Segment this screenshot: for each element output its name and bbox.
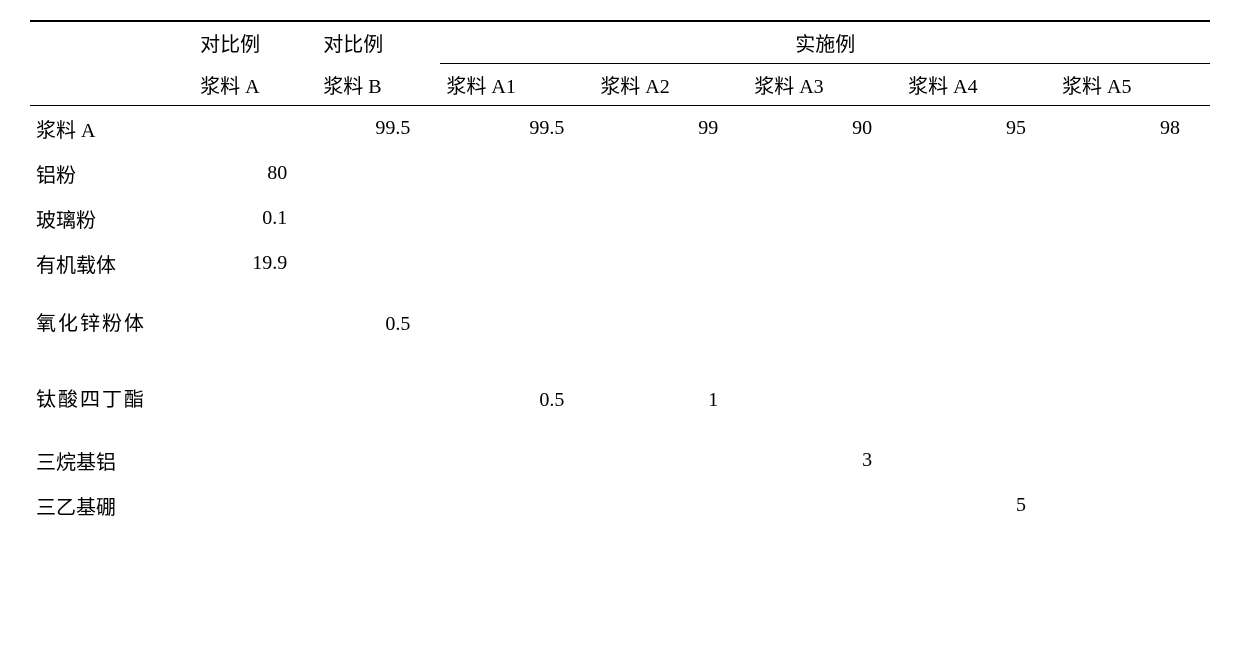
cell	[594, 438, 748, 483]
cell: 1	[594, 362, 748, 438]
cell	[594, 196, 748, 241]
header-compare-b-group: 对比例	[317, 21, 440, 64]
cell	[1056, 196, 1210, 241]
cell	[317, 362, 440, 438]
cell: 5	[902, 483, 1056, 528]
cell: 98	[1056, 106, 1210, 152]
cell	[440, 151, 594, 196]
header-compare-a: 浆料 A	[194, 64, 317, 106]
cell	[1056, 438, 1210, 483]
row-label: 浆料 A	[30, 106, 194, 152]
cell: 99	[594, 106, 748, 152]
cell	[317, 151, 440, 196]
header-a1: 浆料 A1	[440, 64, 594, 106]
cell	[317, 196, 440, 241]
cell	[317, 483, 440, 528]
cell: 80	[194, 151, 317, 196]
row-label: 三乙基硼	[30, 483, 194, 528]
cell	[194, 286, 317, 362]
header-a4: 浆料 A4	[902, 64, 1056, 106]
row-label: 铝粉	[30, 151, 194, 196]
cell	[1056, 241, 1210, 286]
header-example-group: 实施例	[440, 21, 1210, 64]
cell	[748, 362, 902, 438]
cell	[594, 151, 748, 196]
row-label: 有机载体	[30, 241, 194, 286]
header-compare-b: 浆料 B	[317, 64, 440, 106]
table-row: 铝粉 80	[30, 151, 1210, 196]
cell	[1056, 286, 1210, 362]
cell	[902, 196, 1056, 241]
header-row-2: 浆料 A 浆料 B 浆料 A1 浆料 A2 浆料 A3 浆料 A4 浆料 A5	[30, 64, 1210, 106]
row-label: 三烷基铝	[30, 438, 194, 483]
cell: 95	[902, 106, 1056, 152]
header-a3: 浆料 A3	[748, 64, 902, 106]
cell	[1056, 483, 1210, 528]
cell: 0.5	[317, 286, 440, 362]
cell: 0.1	[194, 196, 317, 241]
cell	[440, 196, 594, 241]
header-compare-a-group: 对比例	[194, 21, 317, 64]
table-row: 钛酸四丁酯 0.5 1	[30, 362, 1210, 438]
cell	[194, 438, 317, 483]
cell	[748, 241, 902, 286]
cell	[194, 106, 317, 152]
cell	[902, 286, 1056, 362]
cell	[748, 286, 902, 362]
row-label: 钛酸四丁酯	[30, 362, 194, 438]
cell	[194, 483, 317, 528]
cell	[594, 483, 748, 528]
cell	[317, 241, 440, 286]
cell	[440, 483, 594, 528]
table-row: 三乙基硼 5	[30, 483, 1210, 528]
cell: 3	[748, 438, 902, 483]
cell	[902, 362, 1056, 438]
table-row: 玻璃粉 0.1	[30, 196, 1210, 241]
cell	[594, 241, 748, 286]
cell	[440, 286, 594, 362]
table-row: 氧化锌粉体 0.5	[30, 286, 1210, 362]
row-label: 玻璃粉	[30, 196, 194, 241]
table-row: 三烷基铝 3	[30, 438, 1210, 483]
cell	[748, 196, 902, 241]
header-a5: 浆料 A5	[1056, 64, 1210, 106]
cell	[440, 241, 594, 286]
cell: 99.5	[440, 106, 594, 152]
cell	[1056, 151, 1210, 196]
cell	[748, 151, 902, 196]
table-row: 浆料 A 99.5 99.5 99 90 95 98	[30, 106, 1210, 152]
cell	[194, 362, 317, 438]
table-row: 有机载体 19.9	[30, 241, 1210, 286]
cell	[902, 438, 1056, 483]
cell	[748, 483, 902, 528]
cell	[594, 286, 748, 362]
cell	[902, 241, 1056, 286]
cell	[1056, 362, 1210, 438]
cell: 90	[748, 106, 902, 152]
cell	[902, 151, 1056, 196]
row-label: 氧化锌粉体	[30, 286, 194, 362]
composition-table: 对比例 对比例 实施例 浆料 A 浆料 B 浆料 A1 浆料 A2 浆料 A3 …	[30, 20, 1210, 528]
cell: 19.9	[194, 241, 317, 286]
cell: 0.5	[440, 362, 594, 438]
header-row-1: 对比例 对比例 实施例	[30, 21, 1210, 64]
header-a2: 浆料 A2	[594, 64, 748, 106]
header-blank	[30, 21, 194, 106]
cell	[440, 438, 594, 483]
cell	[317, 438, 440, 483]
cell: 99.5	[317, 106, 440, 152]
